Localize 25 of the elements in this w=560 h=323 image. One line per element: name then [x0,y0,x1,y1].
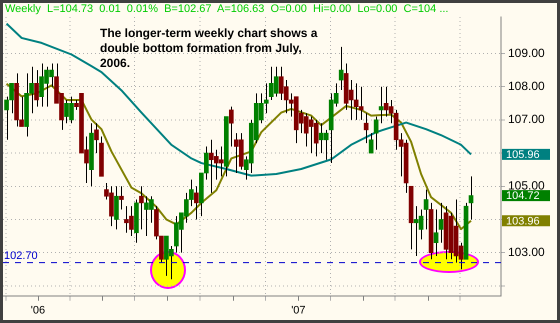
candlestick [468,176,474,220]
text: 103.96 [506,215,540,228]
candlestick [374,116,378,150]
candlestick [368,132,374,154]
candlestick [364,112,368,144]
candlestick [94,122,99,154]
y-tick-label: 103.00 [508,244,546,259]
candlestick [338,46,344,91]
ref-line-label: 102.70 [4,250,38,262]
text: The longer-term weekly chart shows a double bottom formation from July, 2006. [100,26,318,71]
candlestick [228,106,234,147]
candlestick [424,189,428,230]
candlestick [194,186,199,220]
candlestick [119,186,124,210]
candlestick [139,186,144,230]
text: 104.72 [506,190,540,202]
x-tick-label: '07 [291,304,306,316]
text: Weekly L=104.73 0.01 0.01% B=102.67 A=106.63 O=0.00 Hi=0.00 Lo=0.00 C=104 ... [5,3,448,15]
y-tick-label: 107.00 [508,112,546,126]
text: 105.96 [506,148,540,161]
y-tick-label: 108.00 [508,79,546,94]
candlestick [114,186,119,230]
y-tick-label: 109.00 [508,46,546,60]
candlestick [378,86,384,124]
x-tick-label: '06 [30,304,46,316]
